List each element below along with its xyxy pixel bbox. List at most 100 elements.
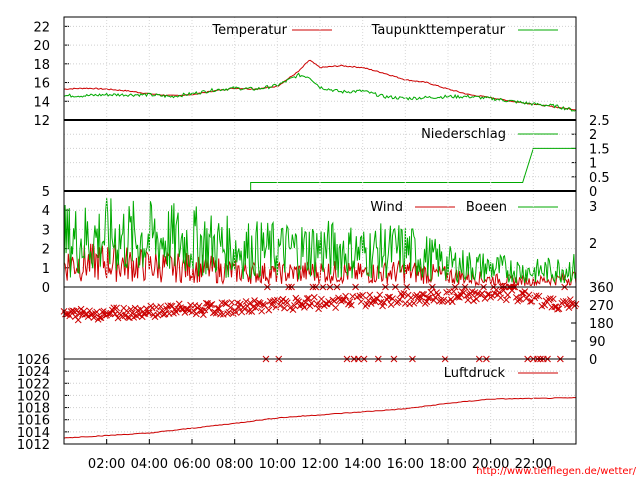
direction-mark	[495, 289, 503, 296]
direction-mark	[266, 297, 274, 305]
direction-mark	[491, 290, 499, 297]
legend-label: Taupunkttemperatur	[371, 23, 506, 38]
direction-mark	[485, 291, 493, 298]
direction-point	[565, 304, 573, 311]
direction-mark	[552, 303, 560, 311]
direction-point	[522, 295, 530, 302]
direction-mark	[410, 299, 418, 307]
direction-mark	[299, 301, 307, 309]
direction-mark	[228, 299, 236, 306]
direction-mark	[242, 298, 250, 305]
direction-mark	[97, 314, 105, 322]
direction-mark	[127, 306, 135, 313]
direction-mark	[497, 294, 504, 302]
direction-point	[228, 299, 236, 306]
direction-mark	[292, 294, 300, 302]
y-tick-label: 12	[33, 114, 50, 129]
direction-mark	[468, 288, 476, 295]
direction-mark	[73, 307, 81, 314]
x-tick-label: 14:00	[344, 457, 381, 472]
direction-point	[272, 303, 280, 311]
direction-point	[110, 304, 118, 312]
direction-mark	[384, 293, 392, 301]
direction-point	[407, 294, 415, 302]
direction-point	[279, 295, 287, 303]
direction-point	[214, 305, 221, 312]
direction-mark	[517, 295, 524, 303]
direction-point	[281, 304, 288, 312]
direction-point	[93, 308, 101, 316]
direction-mark	[547, 295, 554, 302]
direction-point	[410, 299, 418, 307]
direction-mark	[308, 299, 315, 307]
y-tick-label: 1024	[17, 365, 50, 380]
direction-point	[302, 299, 310, 307]
direction-point	[330, 297, 338, 305]
direction-mark	[359, 291, 367, 299]
direction-mark	[227, 304, 234, 311]
y-tick-label-right: 270	[589, 299, 614, 314]
direction-point	[555, 305, 563, 313]
panel-wind-direction: 360 270 180 90 0	[60, 281, 614, 368]
direction-mark	[453, 293, 460, 301]
direction-mark	[535, 292, 543, 300]
direction-mark	[521, 288, 529, 295]
direction-mark	[222, 300, 230, 308]
direction-point	[90, 314, 98, 321]
y-tick-label: 18	[33, 58, 50, 73]
direction-point	[450, 288, 458, 295]
y-tick-label: 5	[42, 185, 50, 200]
direction-point	[419, 290, 426, 298]
x-tick-label: 02:00	[88, 457, 125, 472]
direction-mark	[168, 302, 176, 310]
direction-mark	[202, 299, 210, 307]
direction-mark	[279, 295, 287, 303]
direction-mark	[295, 298, 303, 306]
direction-point	[387, 301, 395, 308]
x-tick-label: 08:00	[216, 457, 253, 472]
direction-point	[427, 288, 435, 296]
direction-mark	[464, 296, 472, 304]
direction-mark	[407, 294, 415, 302]
direction-mark	[515, 296, 523, 303]
direction-mark	[96, 314, 103, 321]
legend-label: Wind	[370, 200, 403, 215]
direction-point	[464, 296, 472, 304]
direction-point	[308, 299, 315, 307]
direction-point	[478, 290, 486, 297]
direction-point	[77, 305, 85, 313]
direction-mark	[272, 303, 280, 311]
direction-mark	[251, 297, 258, 304]
direction-mark	[281, 304, 288, 312]
direction-point	[76, 310, 83, 318]
direction-point	[97, 314, 105, 322]
direction-mark	[207, 301, 214, 309]
direction-mark	[86, 307, 93, 315]
direction-point	[202, 299, 210, 307]
direction-mark	[413, 291, 421, 299]
direction-mark	[90, 314, 98, 321]
direction-mark	[347, 301, 355, 309]
y-tick-label-right: 90	[589, 335, 606, 350]
direction-mark	[303, 295, 311, 302]
direction-point	[215, 305, 223, 312]
y-tick-label: 1026	[17, 353, 50, 368]
direction-point	[559, 298, 567, 305]
direction-point	[420, 291, 428, 299]
direction-mark	[330, 297, 338, 305]
direction-point	[434, 291, 442, 299]
direction-mark	[175, 300, 183, 308]
direction-mark	[434, 291, 442, 299]
direction-mark	[440, 296, 448, 304]
direction-point	[347, 301, 355, 309]
direction-mark	[357, 298, 365, 305]
y-tick-label: 20	[33, 39, 50, 54]
direction-mark	[217, 310, 224, 318]
direction-mark	[225, 308, 233, 316]
x-tick-label: 18:00	[429, 457, 466, 472]
legend-label: Temperatur	[211, 23, 287, 38]
y-tick-label-right: 2.5	[589, 114, 610, 129]
legend-label: Niederschlag	[421, 127, 506, 142]
direction-mark	[234, 299, 241, 307]
